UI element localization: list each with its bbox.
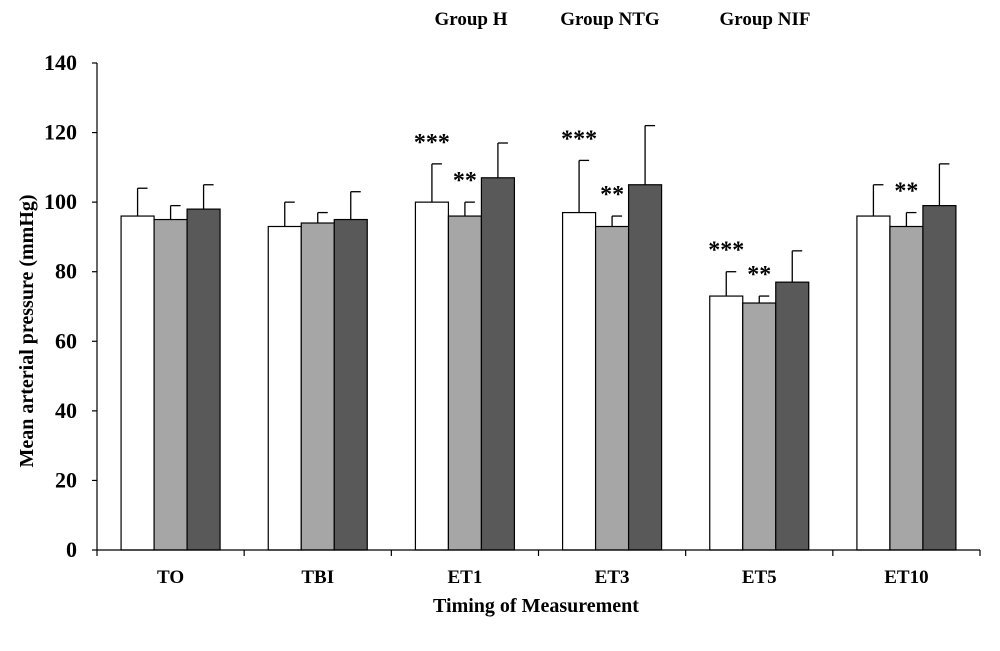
significance-label: *** — [561, 126, 597, 152]
bar — [627, 184, 663, 551]
y-tick-label: 60 — [55, 328, 77, 353]
y-tick-label: 20 — [55, 467, 77, 492]
legend: Group H Group NTG Group NIF — [434, 9, 810, 30]
y-tick-label: 80 — [55, 259, 77, 284]
x-tick-label: ET5 — [742, 567, 777, 588]
bar — [856, 215, 891, 551]
bar — [414, 201, 450, 551]
bar — [267, 225, 302, 551]
bar — [889, 225, 924, 551]
bar — [153, 218, 188, 551]
x-tick-label: ET1 — [447, 567, 482, 588]
bar — [120, 215, 155, 551]
y-tick-label: 40 — [55, 398, 77, 423]
bar — [742, 302, 777, 551]
significance-label: ** — [747, 262, 771, 288]
x-tick-label: ET3 — [595, 567, 630, 588]
significance-label: ** — [600, 182, 624, 208]
significance-label: *** — [708, 238, 744, 264]
axes: 0 20 40 60 80 100 120 140 TO TBI ET1 ET3 ET5 ET10 — [44, 50, 981, 588]
plot-area: ***************** — [120, 124, 957, 551]
y-tick-label: 0 — [66, 537, 77, 562]
bar — [709, 295, 744, 551]
bar — [561, 211, 597, 551]
bar — [333, 218, 368, 551]
bar — [480, 177, 516, 551]
y-tick-label: 100 — [44, 189, 77, 214]
x-tick-label: TBI — [301, 567, 334, 588]
x-axis-label: Timing of Measurement — [433, 595, 639, 617]
x-tick-label: TO — [157, 567, 184, 588]
bar — [447, 215, 483, 551]
bar — [300, 222, 335, 551]
y-tick-label: 120 — [44, 120, 77, 145]
bar — [594, 225, 630, 551]
significance-label: ** — [453, 168, 477, 194]
significance-label: *** — [414, 130, 450, 156]
bar — [186, 208, 221, 551]
significance-label: ** — [894, 179, 918, 205]
x-tick-label: ET10 — [884, 567, 928, 588]
bar — [775, 281, 810, 551]
y-axis-label: Mean arterial pressure (mmHg) — [16, 194, 38, 467]
legend-entry: Group NIF — [720, 9, 811, 30]
y-tick-label: 140 — [44, 50, 77, 75]
bar — [922, 205, 957, 551]
legend-entry: Group NTG — [560, 9, 660, 30]
legend-entry: Group H — [434, 9, 507, 30]
